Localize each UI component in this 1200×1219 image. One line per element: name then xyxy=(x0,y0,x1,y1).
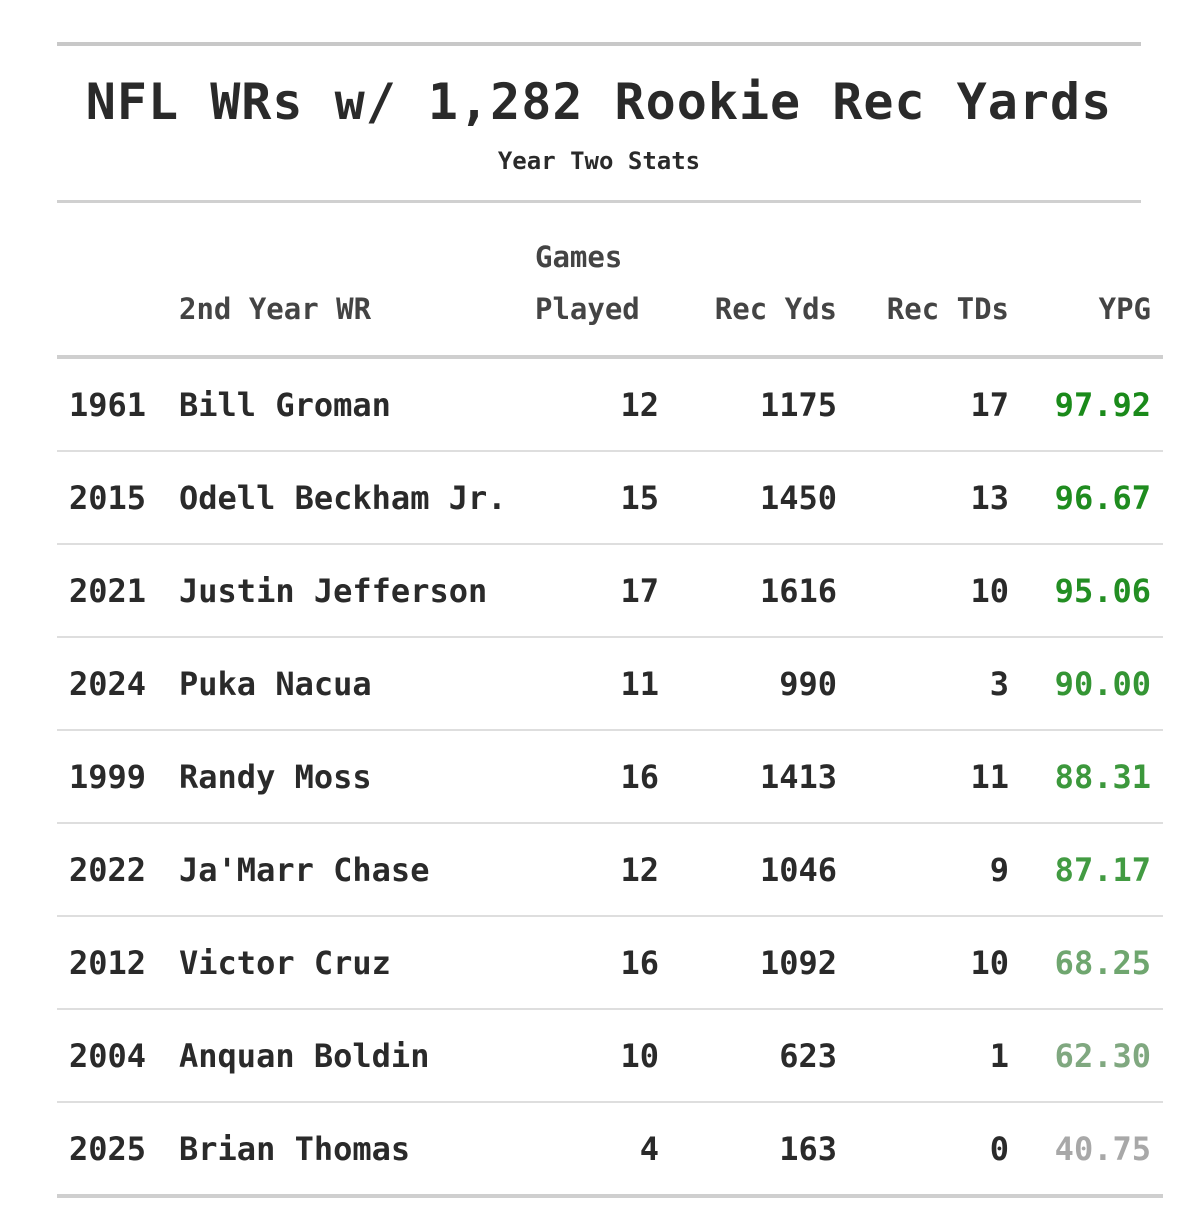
cell-year: 2022 xyxy=(57,823,169,917)
table-row: 2025 Brian Thomas 4 163 0 40.75 xyxy=(57,1102,1163,1198)
cell-ypg: 90.00 xyxy=(1009,637,1163,731)
cell-rec-tds: 10 xyxy=(837,544,1009,638)
cell-wr-name: Victor Cruz xyxy=(169,916,535,1010)
cell-year: 2012 xyxy=(57,916,169,1010)
cell-year: 1999 xyxy=(57,730,169,824)
cell-year: 2004 xyxy=(57,1009,169,1103)
header-year xyxy=(57,203,169,359)
cell-rec-tds: 13 xyxy=(837,451,1009,545)
table-header-row: 2nd Year WR Games Played Rec Yds Rec TDs… xyxy=(57,203,1163,359)
table-row: 2012 Victor Cruz 16 1092 10 68.25 xyxy=(57,916,1163,1010)
cell-rec-tds: 0 xyxy=(837,1102,1009,1198)
cell-year: 2021 xyxy=(57,544,169,638)
cell-games-played: 15 xyxy=(535,451,659,545)
cell-rec-yds: 1046 xyxy=(659,823,837,917)
cell-rec-tds: 10 xyxy=(837,916,1009,1010)
table-row: 2015 Odell Beckham Jr. 15 1450 13 96.67 xyxy=(57,451,1163,545)
cell-games-played: 11 xyxy=(535,637,659,731)
table-row: 2022 Ja'Marr Chase 12 1046 9 87.17 xyxy=(57,823,1163,917)
cell-games-played: 4 xyxy=(535,1102,659,1198)
chart-title: NFL WRs w/ 1,282 Rookie Rec Yards xyxy=(85,73,1113,131)
table-row: 1999 Randy Moss 16 1413 11 88.31 xyxy=(57,730,1163,824)
cell-wr-name: Odell Beckham Jr. xyxy=(169,451,535,545)
header-rec-tds: Rec TDs xyxy=(837,203,1009,359)
cell-games-played: 17 xyxy=(535,544,659,638)
cell-wr-name: Brian Thomas xyxy=(169,1102,535,1198)
header-rule xyxy=(57,200,1141,203)
cell-year: 2015 xyxy=(57,451,169,545)
cell-ypg: 68.25 xyxy=(1009,916,1163,1010)
cell-wr-name: Justin Jefferson xyxy=(169,544,535,638)
table-row: 1961 Bill Groman 12 1175 17 97.92 xyxy=(57,357,1163,452)
cell-rec-yds: 1175 xyxy=(659,357,837,452)
cell-ypg: 87.17 xyxy=(1009,823,1163,917)
cell-wr-name: Puka Nacua xyxy=(169,637,535,731)
cell-rec-tds: 1 xyxy=(837,1009,1009,1103)
cell-ypg: 62.30 xyxy=(1009,1009,1163,1103)
stats-table-figure: NFL WRs w/ 1,282 Rookie Rec Yards Year T… xyxy=(57,42,1163,1198)
table-row: 2024 Puka Nacua 11 990 3 90.00 xyxy=(57,637,1163,731)
cell-rec-yds: 1413 xyxy=(659,730,837,824)
cell-ypg: 40.75 xyxy=(1009,1102,1163,1198)
cell-rec-yds: 1616 xyxy=(659,544,837,638)
header-ypg: YPG xyxy=(1009,203,1163,359)
header-wr: 2nd Year WR xyxy=(169,203,535,359)
chart-subtitle: Year Two Stats xyxy=(497,147,701,175)
cell-year: 1961 xyxy=(57,357,169,452)
top-rule xyxy=(57,42,1141,46)
cell-rec-tds: 11 xyxy=(837,730,1009,824)
table-row: 2004 Anquan Boldin 10 623 1 62.30 xyxy=(57,1009,1163,1103)
cell-year: 2025 xyxy=(57,1102,169,1198)
cell-rec-yds: 990 xyxy=(659,637,837,731)
header-games-played-label: Games Played xyxy=(535,240,640,326)
cell-year: 2024 xyxy=(57,637,169,731)
cell-rec-tds: 3 xyxy=(837,637,1009,731)
header-games-played: Games Played xyxy=(535,203,659,359)
cell-games-played: 10 xyxy=(535,1009,659,1103)
cell-rec-tds: 9 xyxy=(837,823,1009,917)
cell-wr-name: Ja'Marr Chase xyxy=(169,823,535,917)
cell-games-played: 16 xyxy=(535,916,659,1010)
cell-rec-yds: 623 xyxy=(659,1009,837,1103)
cell-wr-name: Anquan Boldin xyxy=(169,1009,535,1103)
table-row: 2021 Justin Jefferson 17 1616 10 95.06 xyxy=(57,544,1163,638)
cell-games-played: 12 xyxy=(535,823,659,917)
cell-ypg: 97.92 xyxy=(1009,357,1163,452)
cell-ypg: 96.67 xyxy=(1009,451,1163,545)
cell-wr-name: Randy Moss xyxy=(169,730,535,824)
cell-rec-yds: 163 xyxy=(659,1102,837,1198)
stats-table: 2nd Year WR Games Played Rec Yds Rec TDs… xyxy=(57,203,1163,1198)
cell-ypg: 95.06 xyxy=(1009,544,1163,638)
cell-ypg: 88.31 xyxy=(1009,730,1163,824)
cell-rec-yds: 1450 xyxy=(659,451,837,545)
cell-wr-name: Bill Groman xyxy=(169,357,535,452)
header-rec-yds: Rec Yds xyxy=(659,203,837,359)
cell-games-played: 16 xyxy=(535,730,659,824)
cell-rec-yds: 1092 xyxy=(659,916,837,1010)
cell-rec-tds: 17 xyxy=(837,357,1009,452)
cell-games-played: 12 xyxy=(535,357,659,452)
